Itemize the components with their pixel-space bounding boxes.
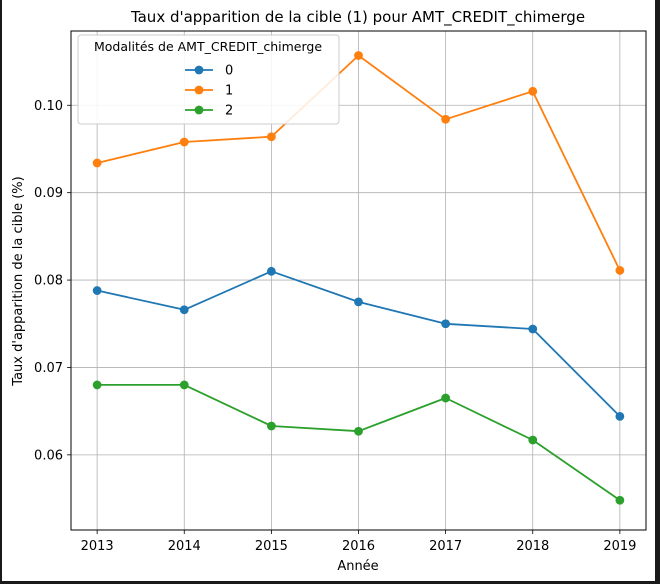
data-point (266, 266, 276, 276)
data-point (615, 495, 625, 505)
legend-marker (194, 65, 204, 75)
data-point (441, 393, 451, 403)
data-point (615, 411, 625, 421)
data-point (528, 435, 538, 445)
x-tick-label: 2014 (168, 539, 201, 554)
legend: Modalités de AMT_CREDIT_chimerge 0 1 2 (77, 34, 340, 125)
left-border (0, 0, 2, 584)
x-tick-label: 2015 (255, 539, 288, 554)
data-point (528, 324, 538, 334)
legend-title: Modalités de AMT_CREDIT_chimerge (94, 39, 322, 54)
legend-box (77, 34, 340, 125)
data-point (354, 51, 363, 60)
data-point (179, 137, 189, 147)
legend-item: 1 (185, 84, 233, 99)
legend-label: 1 (225, 84, 233, 99)
y-tick-label: 0.10 (34, 99, 63, 114)
data-point (92, 286, 102, 295)
x-tick-label: 2013 (81, 539, 114, 554)
axis-ticks: 2013 2014 2015 2016 2017 2018 2019 0.06 0.07 0.08… (34, 99, 636, 554)
x-axis-title: Année (337, 559, 378, 574)
data-point (92, 380, 102, 390)
legend-marker (194, 85, 204, 95)
x-tick-label: 2018 (516, 539, 549, 554)
data-point (441, 114, 451, 124)
y-tick-label: 0.09 (34, 186, 63, 201)
data-point (266, 421, 276, 431)
data-point (354, 426, 363, 436)
x-tick-label: 2016 (342, 539, 375, 554)
x-tick-label: 2017 (429, 539, 462, 554)
series-1 (92, 51, 625, 275)
right-border (655, 0, 660, 584)
legend-label: 0 (225, 64, 233, 79)
y-axis-title: Taux d'apparition de la cible (%) (11, 176, 26, 386)
chart-title: Taux d'apparition de la cible (1) pour A… (130, 8, 585, 27)
data-point (179, 380, 189, 390)
series-layer (92, 51, 625, 505)
y-tick-label: 0.07 (34, 361, 63, 376)
bottom-border (0, 581, 660, 584)
data-point (528, 86, 538, 96)
data-point (441, 319, 451, 329)
y-tick-label: 0.08 (34, 274, 63, 289)
series-0 (92, 266, 625, 421)
legend-item: 0 (185, 64, 233, 79)
x-tick-label: 2019 (603, 539, 636, 554)
data-point (92, 158, 102, 168)
data-point (179, 305, 189, 315)
legend-label: 2 (225, 104, 233, 119)
data-point (615, 266, 625, 275)
data-point (266, 132, 276, 142)
legend-item: 2 (185, 104, 233, 119)
series-2 (92, 380, 625, 505)
y-tick-label: 0.06 (34, 448, 63, 463)
data-point (354, 297, 363, 307)
legend-marker (194, 105, 204, 115)
